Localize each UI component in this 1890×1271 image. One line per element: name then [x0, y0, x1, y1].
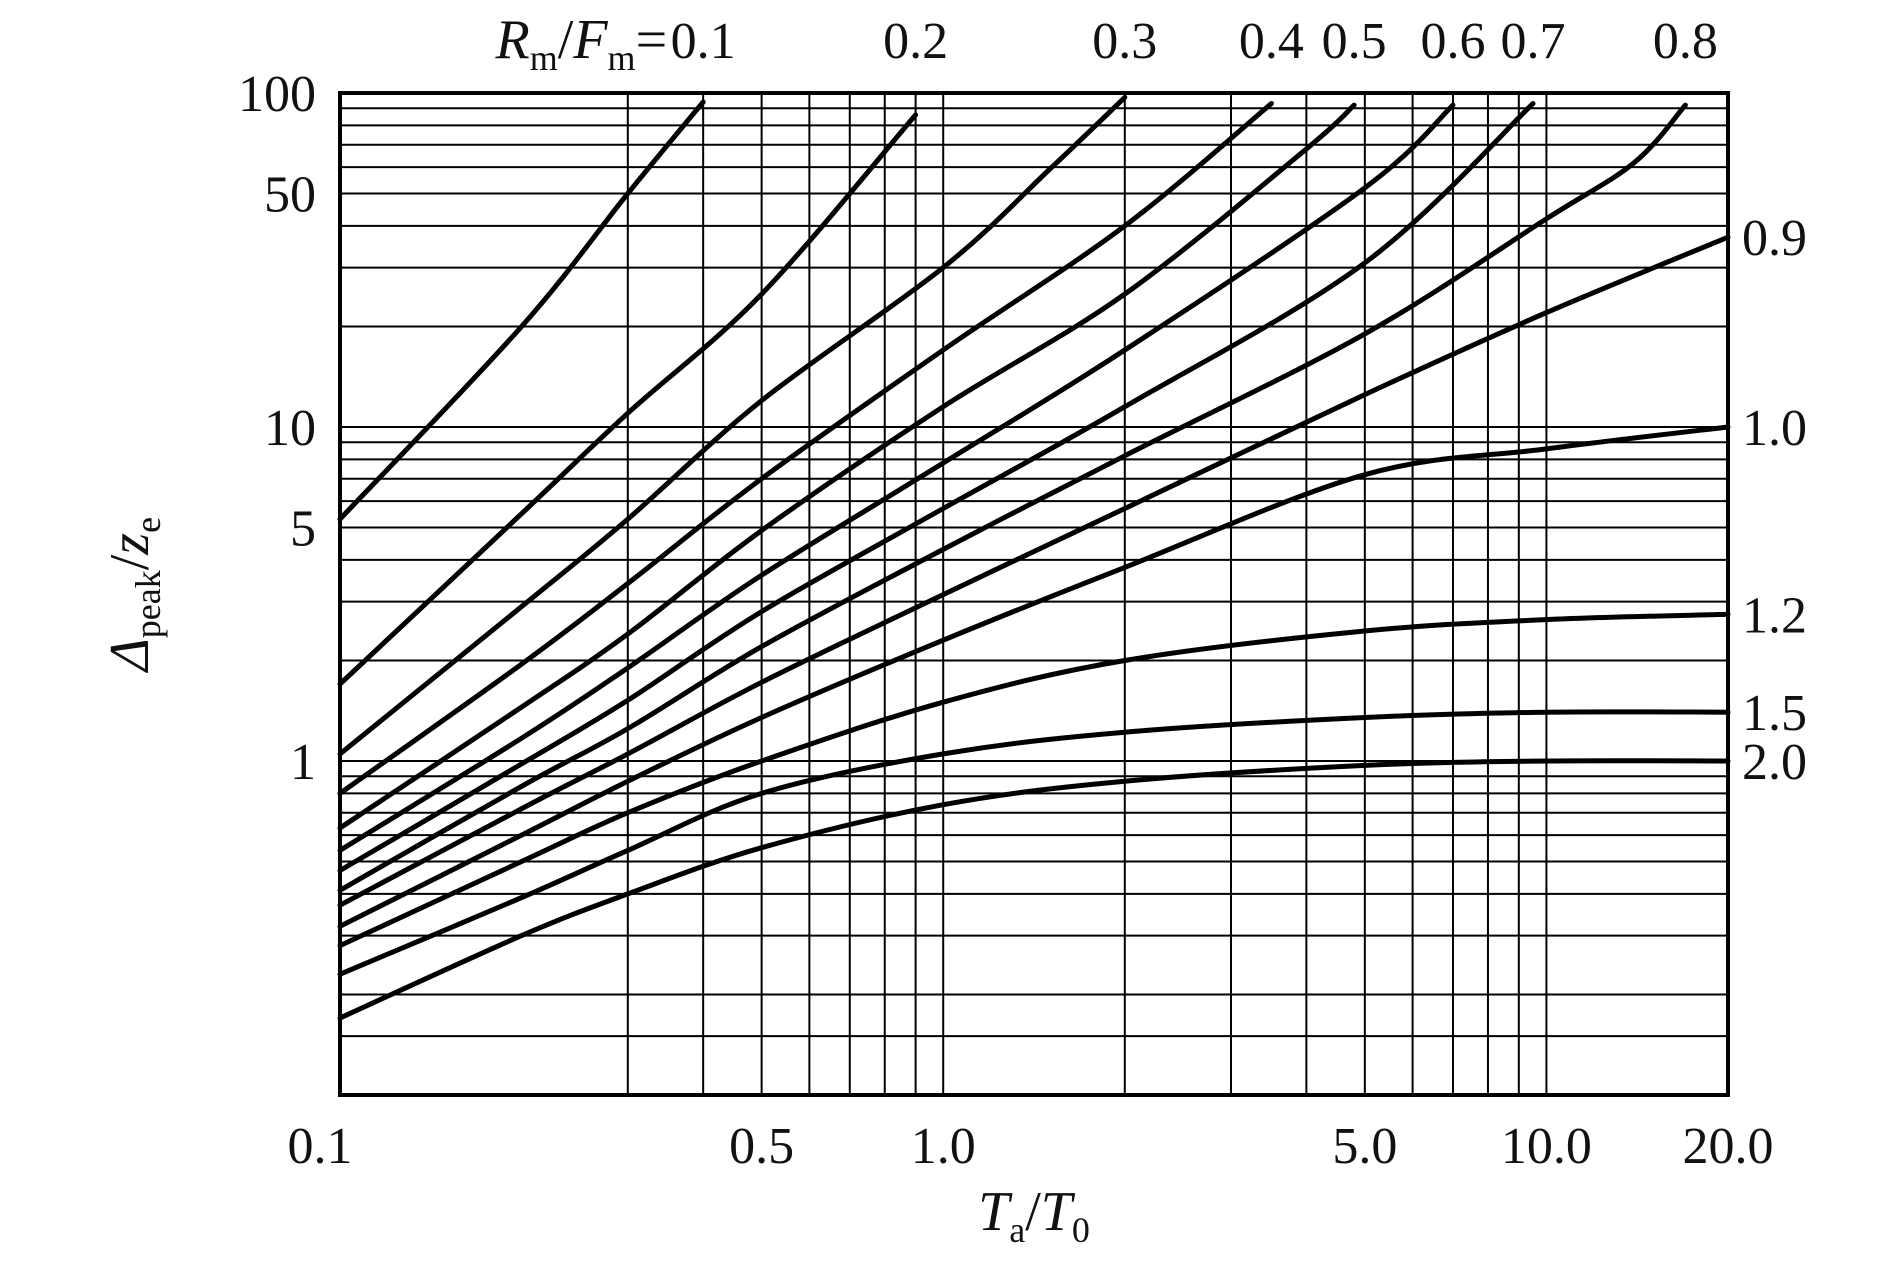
series-label-0.3: 0.3 [1092, 13, 1157, 70]
series-line-0.6 [337, 102, 1456, 853]
x-axis-label: Ta/T0 [978, 1181, 1090, 1250]
series-label-0.9: 0.9 [1742, 210, 1807, 267]
y-tick-label: 100 [238, 66, 316, 123]
x-tick-labels: 0.1 0.5 1.0 5.0 10.0 20.0 [288, 1118, 1774, 1175]
series-line-0.9 [337, 234, 1731, 908]
x-tick-label: 0.5 [729, 1118, 794, 1175]
series-label-1.0: 1.0 [1742, 400, 1807, 457]
x-tick-label: 1.0 [911, 1118, 976, 1175]
series-line-0.1 [337, 99, 706, 522]
series-label-0.6: 0.6 [1420, 13, 1485, 70]
series-label-0.5: 0.5 [1322, 13, 1387, 70]
series-line-1.2 [337, 611, 1731, 949]
grid-layer [340, 93, 1728, 1095]
x-tick-label: 5.0 [1332, 1118, 1397, 1175]
series-line-0.4 [337, 101, 1274, 796]
y-axis-label: Δpeak/ze [99, 517, 168, 673]
series-line-0.5 [337, 102, 1357, 831]
series-line-0.3 [337, 94, 1128, 757]
series-labels: 0.1 0.2 0.3 0.4 0.5 0.6 0.7 0.8 0.9 1.0 1.2 1.52.0 [671, 13, 1807, 791]
x-tick-label: 20.0 [1683, 1118, 1774, 1175]
series-line-1.5 [337, 709, 1731, 977]
series-line-0.2 [337, 112, 919, 687]
top-parameter-label: Rm/Fm= [495, 9, 668, 78]
y-tick-label: 1 [290, 734, 316, 791]
curve-layer [337, 94, 1731, 1021]
y-tick-label: 10 [264, 400, 316, 457]
x-tick-label: 10.0 [1501, 1118, 1592, 1175]
y-tick-label: 5 [290, 501, 316, 558]
series-label-0.2: 0.2 [883, 13, 948, 70]
series-label-0.4: 0.4 [1239, 13, 1304, 70]
series-label-1.2: 1.2 [1742, 587, 1807, 644]
plot-frame [338, 91, 1730, 1097]
y-tick-label: 50 [264, 167, 316, 224]
series-label-1.5: 1.5 [1742, 685, 1807, 742]
series-label-2.0: 2.0 [1742, 734, 1807, 791]
series-line-2.0 [337, 758, 1731, 1021]
series-line-1.0 [337, 424, 1731, 929]
x-tick-label: 0.1 [288, 1118, 353, 1175]
series-label-0.8: 0.8 [1653, 13, 1718, 70]
series-label-0.7: 0.7 [1500, 13, 1565, 70]
series-line-0.8 [337, 102, 1688, 893]
series-label-0.1: 0.1 [671, 13, 736, 70]
series-line-0.7 [337, 101, 1536, 873]
y-tick-labels: 1 5 10 50 100 [238, 66, 316, 791]
